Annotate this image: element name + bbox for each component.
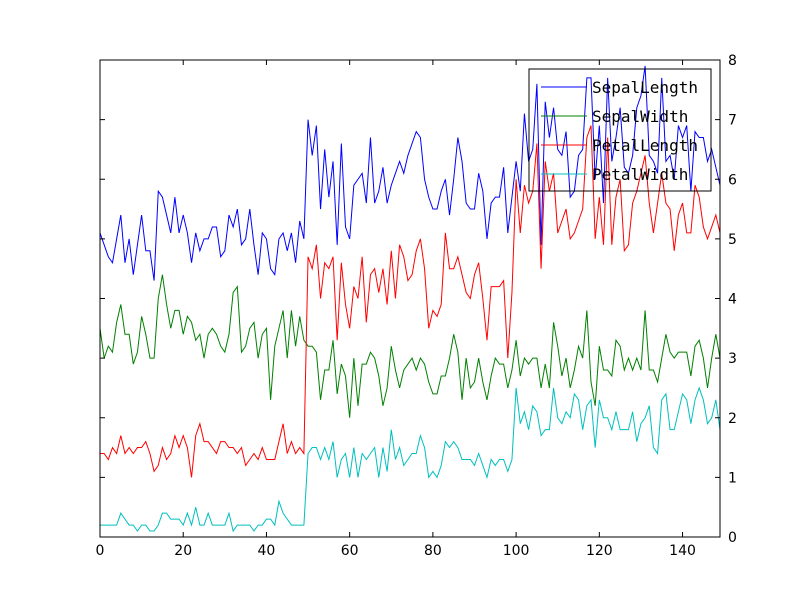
x-tick-label: 120 — [586, 543, 613, 559]
legend-label-petallength: PetalLength — [592, 136, 698, 155]
y-tick-label: 1 — [728, 470, 737, 486]
x-tick-label: 80 — [424, 543, 442, 559]
legend-label-sepallength: SepalLength — [592, 78, 698, 97]
y-tick-label: 3 — [728, 351, 737, 367]
legend: SepalLength SepalWidth PetalLength PetalWid… — [528, 68, 712, 192]
y-tick-label: 8 — [728, 53, 737, 69]
series-line-petallength — [100, 125, 721, 478]
y-tick-label: 6 — [728, 172, 737, 188]
y-tick-label: 5 — [728, 232, 737, 248]
x-tick-label: 100 — [503, 543, 530, 559]
legend-label-sepalwidth: SepalWidth — [592, 107, 688, 126]
x-tick-label: 40 — [258, 543, 276, 559]
x-tick-label: 140 — [669, 543, 696, 559]
y-tick-label: 2 — [728, 411, 737, 427]
x-tick-label: 20 — [174, 543, 192, 559]
series-line-sepalwidth — [99, 274, 721, 418]
x-tick-label: 60 — [341, 543, 359, 559]
series-line-sepallength — [99, 65, 721, 281]
series-line-petalwidth — [100, 386, 721, 533]
legend-label-petalwidth: PetalWidth — [592, 165, 688, 184]
y-tick-label: 0 — [728, 530, 737, 546]
ticks-layer: 0 20 40 60 80 100 120 140 0 1 2 3 4 5 6 7 8 — [96, 53, 737, 559]
x-tick-label: 0 — [96, 543, 105, 559]
y-tick-label: 7 — [728, 113, 737, 129]
series-layer — [99, 65, 721, 533]
legend-box — [528, 68, 712, 192]
y-tick-label: 4 — [728, 292, 737, 308]
